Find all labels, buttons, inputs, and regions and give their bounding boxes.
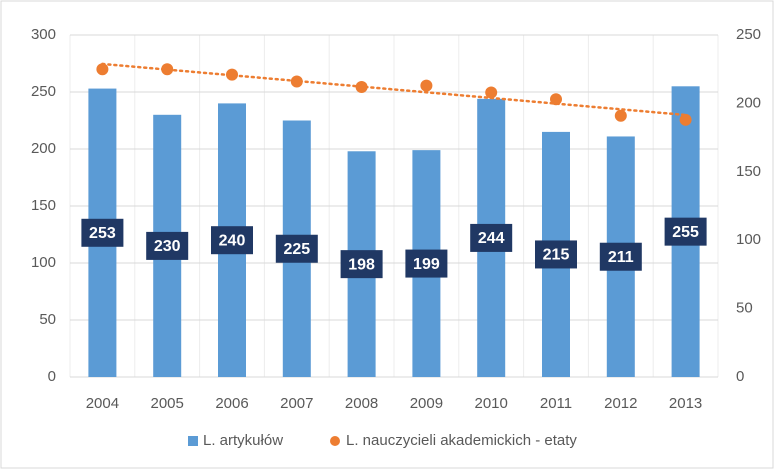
x-tick-label: 2013 (669, 395, 702, 412)
data-label-box (599, 242, 642, 271)
dot (290, 75, 303, 88)
data-label: 199 (413, 256, 440, 273)
x-tick-label: 2007 (280, 395, 313, 412)
legend-swatch (188, 436, 198, 446)
legend-swatch (330, 436, 340, 446)
y-tick-label: 0 (48, 368, 56, 385)
y2-tick-label: 200 (736, 94, 761, 111)
y2-tick-label: 100 (736, 231, 761, 248)
y-tick-label: 250 (31, 83, 56, 100)
dot (161, 63, 174, 76)
x-tick-label: 2005 (151, 395, 184, 412)
data-label: 215 (543, 247, 570, 264)
data-label: 244 (478, 230, 505, 247)
data-label-box (535, 240, 577, 269)
dot (679, 113, 692, 126)
data-label-box (81, 218, 124, 247)
data-label-box (211, 226, 253, 255)
data-label: 211 (608, 249, 634, 266)
dot (550, 93, 562, 106)
y-tick-label: 150 (31, 197, 56, 214)
dot (355, 80, 368, 93)
data-label-box (405, 249, 448, 278)
dot (226, 68, 238, 81)
x-tick-label: 2010 (475, 395, 508, 412)
y2-tick-label: 150 (736, 163, 761, 180)
dot (485, 86, 498, 99)
y2-tick-label: 250 (736, 26, 761, 43)
data-label-box (275, 234, 318, 263)
y2-tick-label: 50 (736, 300, 753, 317)
dot (96, 63, 109, 76)
data-label: 253 (89, 225, 116, 242)
data-label: 255 (672, 224, 699, 241)
x-tick-label: 2011 (540, 395, 572, 412)
y2-tick-label: 0 (736, 368, 744, 385)
dot (614, 109, 627, 122)
trendline (101, 62, 687, 117)
data-label: 230 (154, 238, 181, 255)
x-tick-label: 2008 (345, 395, 378, 412)
x-tick-label: 2012 (604, 395, 637, 412)
y-tick-label: 100 (31, 254, 56, 271)
y-tick-label: 300 (31, 26, 56, 43)
legend-label: L. artykułów (203, 432, 283, 449)
y-tick-label: 50 (39, 311, 56, 328)
y-tick-label: 200 (31, 140, 56, 157)
data-label: 198 (348, 256, 375, 273)
data-label-box (470, 223, 513, 252)
data-label-box (340, 250, 383, 279)
data-label-box (146, 231, 189, 260)
x-tick-label: 2006 (215, 395, 248, 412)
data-label: 240 (219, 232, 246, 249)
x-tick-label: 2009 (410, 395, 443, 412)
legend-label: L. nauczycieli akademickich - etaty (346, 432, 577, 449)
x-tick-label: 2004 (86, 395, 119, 412)
data-label: 225 (283, 241, 310, 258)
dot (420, 79, 433, 92)
data-label-box (664, 217, 707, 246)
